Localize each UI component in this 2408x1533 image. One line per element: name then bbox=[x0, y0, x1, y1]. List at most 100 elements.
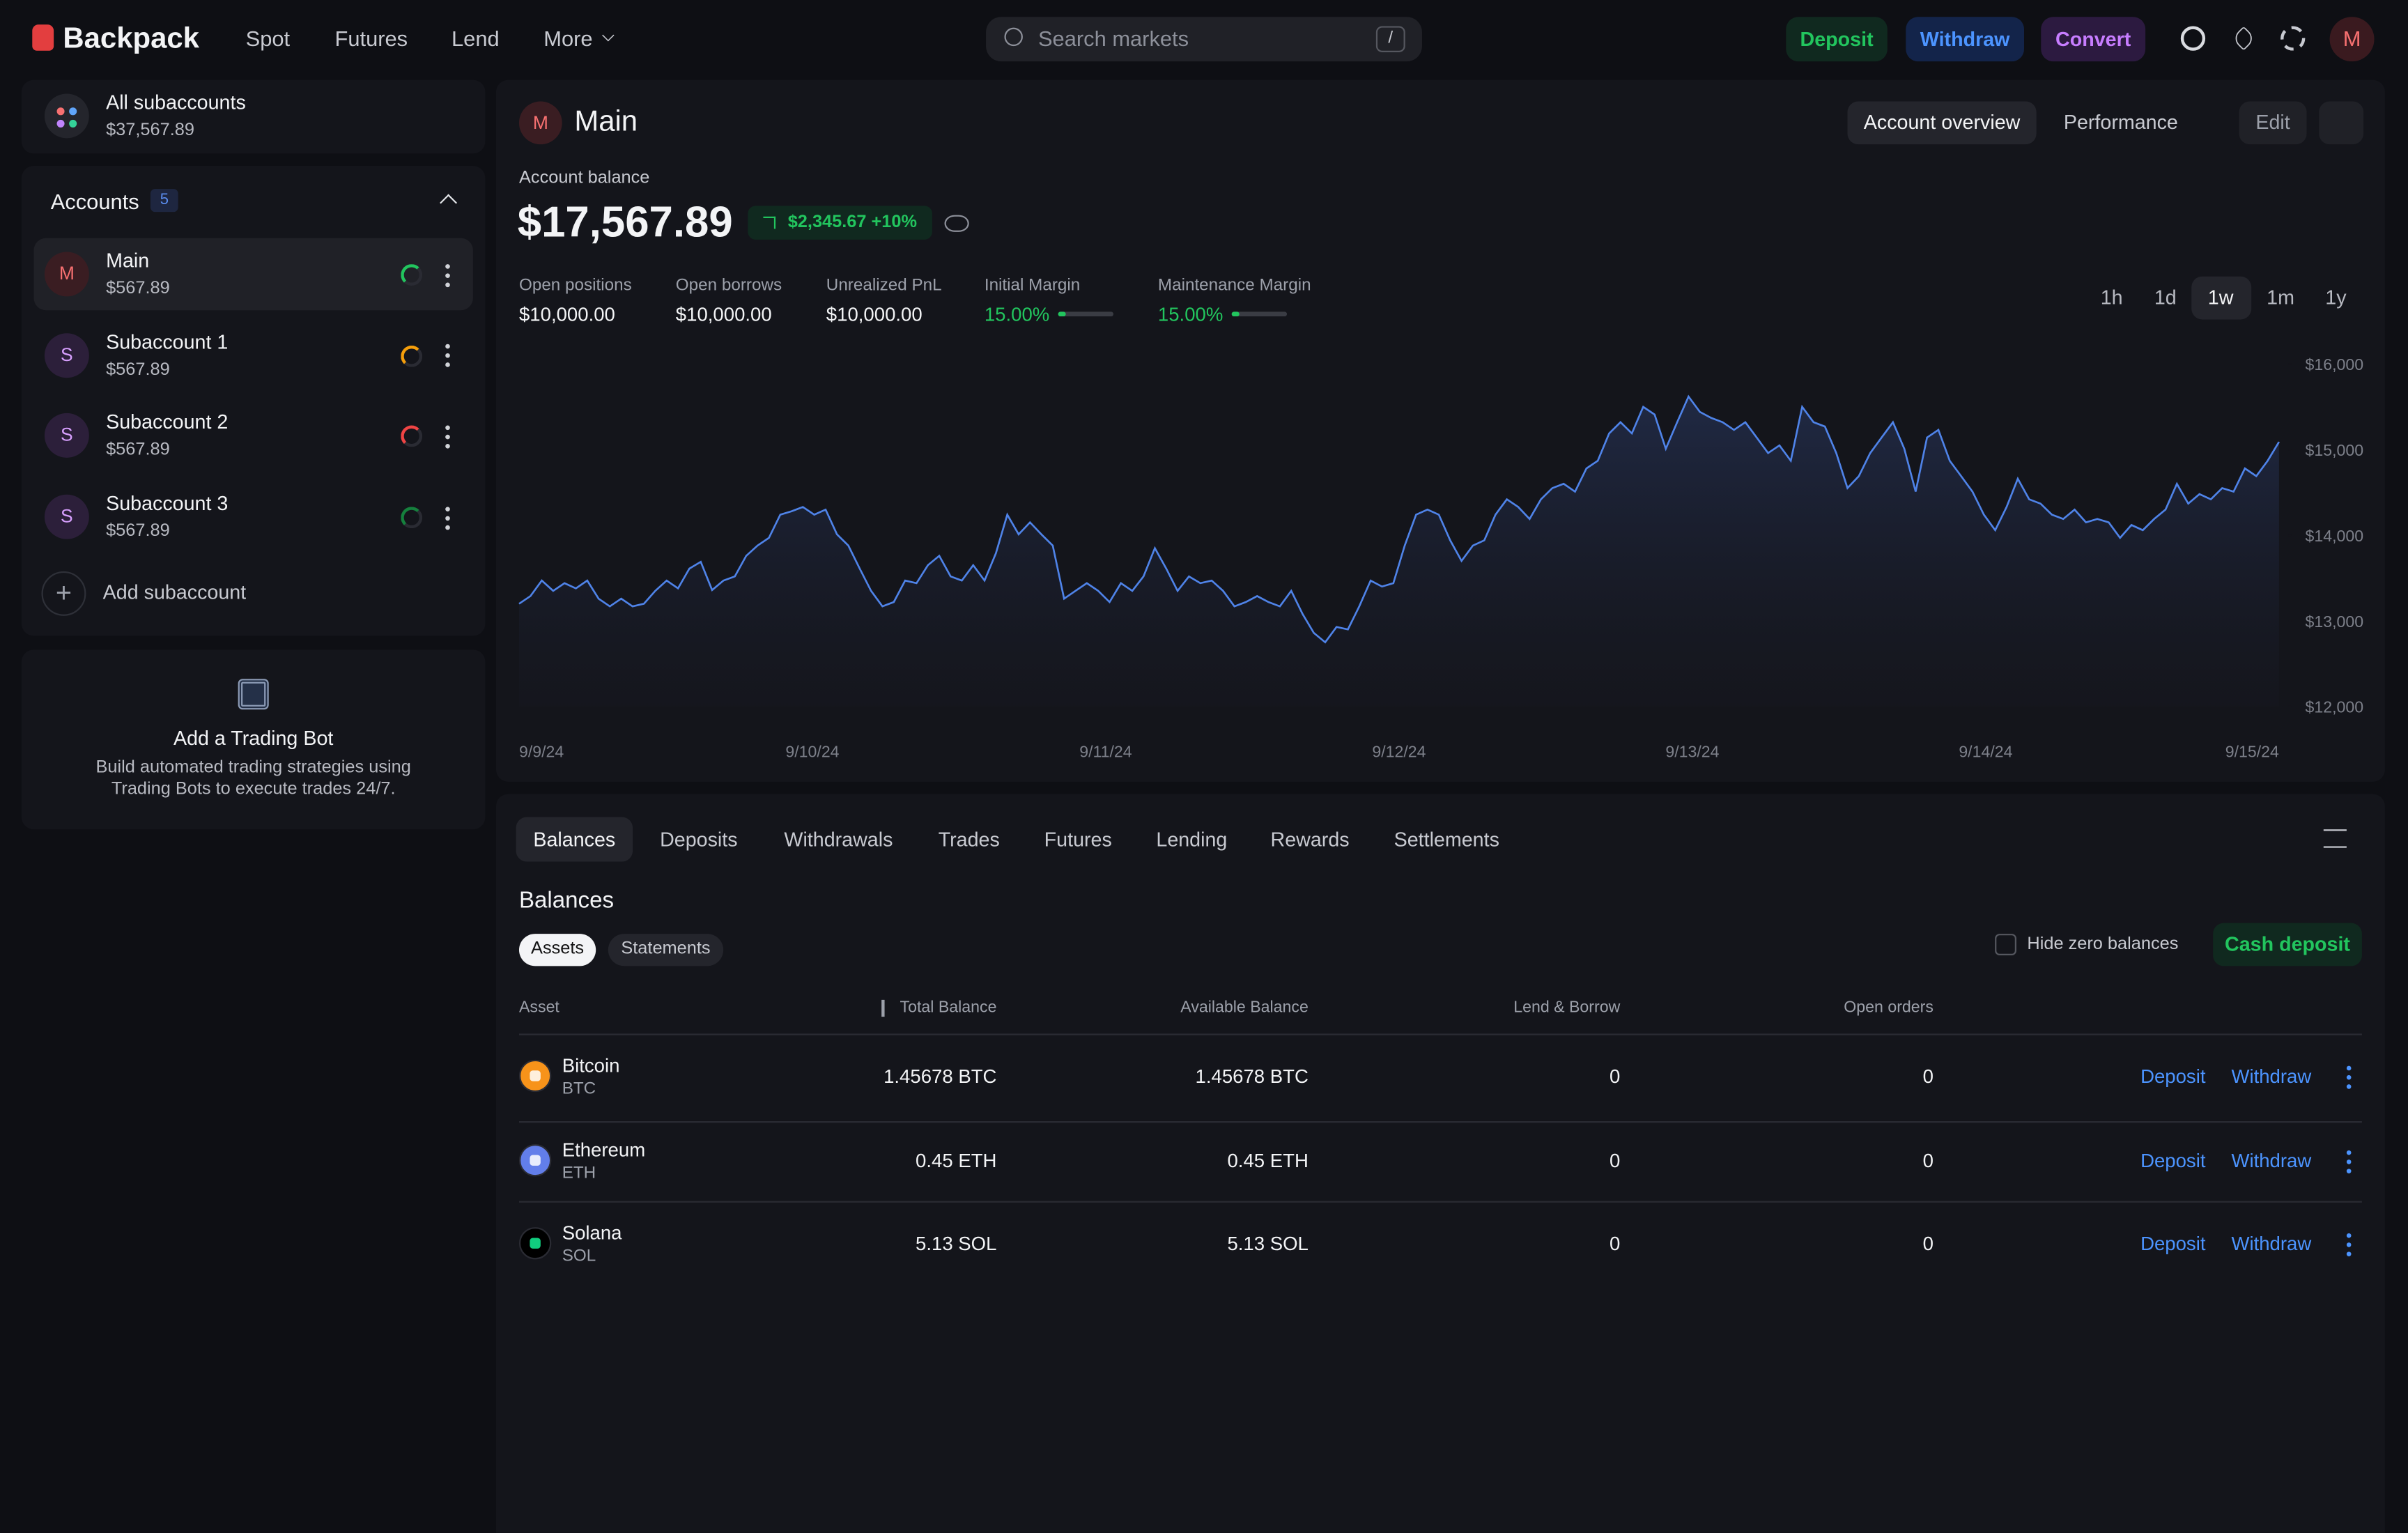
tab[interactable]: Rewards bbox=[1270, 828, 1350, 852]
search-box[interactable] bbox=[986, 17, 1422, 62]
avatar[interactable]: M bbox=[2329, 17, 2375, 62]
overview-panel bbox=[495, 79, 2385, 782]
account-menu-dot bbox=[445, 272, 450, 277]
bot-icon bbox=[238, 679, 269, 710]
column-header[interactable]: Lend & Borrow bbox=[1513, 998, 1621, 1017]
deposit-link[interactable]: Deposit bbox=[2140, 1233, 2206, 1255]
account-menu-dot bbox=[445, 263, 450, 268]
account-menu-dot bbox=[445, 443, 450, 449]
accounts-panel bbox=[21, 166, 486, 636]
account-spinner bbox=[401, 426, 423, 448]
subtab[interactable]: Statements bbox=[608, 934, 724, 966]
stat-label: Open positions bbox=[518, 276, 632, 295]
withdraw-link[interactable]: Withdraw bbox=[2231, 1065, 2312, 1088]
sort-arrow bbox=[881, 999, 884, 1017]
asset-icon bbox=[518, 1227, 552, 1260]
range-button[interactable]: 1m bbox=[2267, 285, 2294, 309]
stat-value: $10,000.00 bbox=[826, 304, 923, 326]
account-avatar: S bbox=[44, 494, 89, 539]
stat-label: Initial Margin bbox=[984, 276, 1081, 295]
filter-icon[interactable] bbox=[2323, 829, 2347, 848]
stat-value: 15.00% bbox=[984, 304, 1050, 326]
column-header[interactable]: Open orders bbox=[1844, 998, 1934, 1017]
more-chevron bbox=[602, 29, 615, 42]
account-menu-dot bbox=[445, 425, 450, 430]
checkbox[interactable] bbox=[1995, 934, 2016, 955]
nav-button[interactable]: Withdraw bbox=[1906, 17, 2025, 62]
settings-icon[interactable] bbox=[2280, 26, 2306, 51]
tab[interactable]: Trades bbox=[938, 828, 1000, 852]
all-icon-dot bbox=[56, 119, 65, 128]
tab[interactable]: Futures bbox=[1044, 828, 1112, 852]
ai-icon[interactable] bbox=[2231, 26, 2256, 51]
cash-deposit-button[interactable]: Cash deposit bbox=[2213, 923, 2362, 966]
account-spinner bbox=[401, 264, 423, 286]
account-row-selected bbox=[33, 238, 473, 311]
stat-label: Unrealized PnL bbox=[826, 276, 942, 295]
deposit-link[interactable]: Deposit bbox=[2140, 1065, 2206, 1088]
asset-name: Ethereum bbox=[562, 1139, 646, 1162]
tab[interactable]: Settlements bbox=[1394, 828, 1499, 852]
range-button[interactable]: 1d bbox=[2154, 285, 2177, 309]
nav-button[interactable]: Deposit bbox=[1786, 17, 1888, 62]
nav-link[interactable]: Spot bbox=[245, 26, 291, 51]
account-name[interactable]: Subaccount 2 bbox=[106, 410, 229, 434]
subtab-active[interactable]: Assets bbox=[518, 934, 596, 966]
tab[interactable]: Deposits bbox=[660, 828, 738, 852]
cell: 1.45678 BTC bbox=[1195, 1065, 1309, 1088]
account-name[interactable]: Main bbox=[106, 249, 150, 272]
tab[interactable]: Lending bbox=[1156, 828, 1228, 852]
view-tab[interactable]: Performance bbox=[2063, 110, 2178, 134]
row-menu-dot bbox=[2346, 1232, 2352, 1238]
collapse-button[interactable] bbox=[2319, 101, 2364, 145]
portfolio-icon[interactable] bbox=[2180, 26, 2206, 51]
withdraw-link[interactable]: Withdraw bbox=[2231, 1150, 2312, 1172]
stat-value: $10,000.00 bbox=[518, 304, 615, 326]
stat-label: Open borrows bbox=[675, 276, 782, 295]
account-menu-dot bbox=[445, 344, 450, 349]
account-menu-dot bbox=[445, 515, 450, 521]
asset-symbol: SOL bbox=[562, 1247, 596, 1266]
cell: 0 bbox=[1610, 1065, 1621, 1088]
add-subaccount[interactable]: Add subaccount bbox=[102, 580, 247, 604]
withdraw-link[interactable]: Withdraw bbox=[2231, 1233, 2312, 1255]
nav-link[interactable]: Lend bbox=[452, 26, 500, 51]
account-menu-dot bbox=[445, 506, 450, 511]
account-balance: $567.89 bbox=[106, 279, 170, 298]
cell: 1.45678 BTC bbox=[883, 1065, 997, 1088]
account-balance: $567.89 bbox=[106, 360, 170, 379]
column-header[interactable]: Total Balance bbox=[900, 998, 997, 1017]
column-header[interactable]: Available Balance bbox=[1180, 998, 1309, 1017]
view-tab-active[interactable]: Account overview bbox=[1847, 101, 2037, 145]
account-name[interactable]: Subaccount 1 bbox=[106, 330, 229, 353]
asset-name: Bitcoin bbox=[562, 1055, 620, 1077]
row-menu-dot bbox=[2346, 1083, 2352, 1088]
account-menu-dot bbox=[445, 434, 450, 440]
range-button[interactable]: 1w bbox=[2207, 285, 2234, 309]
row-menu-dot bbox=[2346, 1242, 2352, 1247]
tab[interactable]: Withdrawals bbox=[784, 828, 893, 852]
all-icon-dot bbox=[69, 107, 77, 116]
asset-symbol: BTC bbox=[562, 1079, 596, 1098]
account-name[interactable]: Subaccount 3 bbox=[106, 491, 229, 515]
bot-title: Add a Trading Bot bbox=[173, 726, 334, 750]
row-divider bbox=[518, 1120, 2362, 1123]
range-button[interactable]: 1y bbox=[2325, 285, 2347, 309]
balance-label: Account balance bbox=[518, 169, 650, 187]
nav-link[interactable]: Futures bbox=[334, 26, 408, 51]
account-avatar: M bbox=[44, 252, 89, 297]
cell: 0 bbox=[1610, 1233, 1621, 1255]
row-divider bbox=[518, 1201, 2362, 1203]
deposit-link[interactable]: Deposit bbox=[2140, 1150, 2206, 1172]
range-button[interactable]: 1h bbox=[2100, 285, 2123, 309]
asset-icon-glyph bbox=[530, 1070, 541, 1081]
margin-bar-fill bbox=[1231, 311, 1240, 317]
cell: 5.13 SOL bbox=[916, 1233, 997, 1255]
eye-icon[interactable] bbox=[944, 215, 969, 232]
tab-active[interactable]: Balances bbox=[516, 817, 633, 862]
all-icon bbox=[44, 93, 89, 139]
edit-button[interactable]: Edit bbox=[2239, 101, 2307, 145]
nav-button[interactable]: Convert bbox=[2041, 17, 2146, 62]
nav-link[interactable]: More bbox=[543, 26, 593, 51]
